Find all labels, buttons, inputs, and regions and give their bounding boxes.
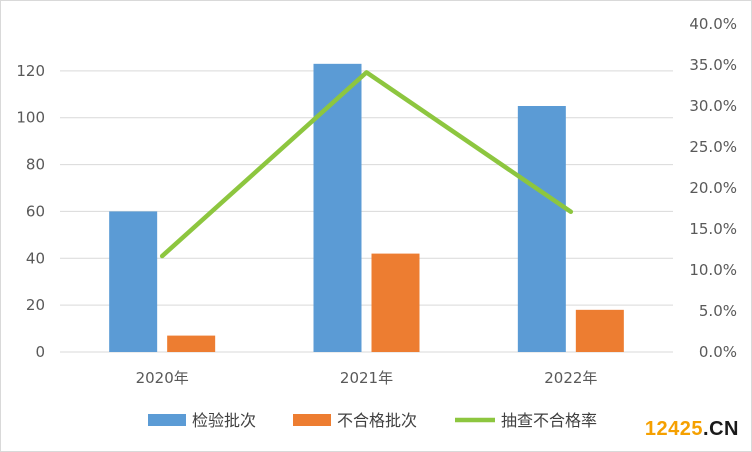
y-right-tick-label: 20.0% <box>689 179 737 197</box>
x-tick-label: 2021年 <box>340 369 393 387</box>
x-tick-label: 2022年 <box>544 369 597 387</box>
y-right-tick-label: 35.0% <box>689 56 737 74</box>
bar-inspected <box>109 211 158 352</box>
y-right-tick-label: 5.0% <box>699 302 737 320</box>
y-right-tick-label: 15.0% <box>689 220 737 238</box>
legend-swatch <box>293 414 331 426</box>
legend-label: 检验批次 <box>192 411 256 430</box>
y-right-tick-label: 10.0% <box>689 261 737 279</box>
x-tick-label: 2020年 <box>136 369 189 387</box>
bar-inspected <box>313 63 362 352</box>
legend-label: 不合格批次 <box>337 411 417 430</box>
legend-label: 抽查不合格率 <box>501 411 597 430</box>
bar-failed <box>167 335 216 352</box>
y-right-tick-label: 40.0% <box>689 15 737 33</box>
y-left-tick-label: 60 <box>26 202 45 220</box>
legend-swatch <box>148 414 186 426</box>
y-left-tick-label: 120 <box>16 62 45 80</box>
site-watermark: 12425.CN <box>645 419 739 439</box>
bar-failed <box>575 309 624 352</box>
y-right-tick-label: 30.0% <box>689 97 737 115</box>
line-failure-rate <box>159 70 574 259</box>
y-right-tick-label: 25.0% <box>689 138 737 156</box>
y-left-tick-label: 0 <box>35 343 45 361</box>
y-left-tick-label: 80 <box>26 156 45 174</box>
watermark-number: 12425 <box>644 418 704 440</box>
y-left-tick-label: 100 <box>16 109 45 127</box>
watermark-domain: .CN <box>703 418 739 440</box>
y-left-tick-label: 20 <box>26 296 45 314</box>
bar-failed <box>371 253 420 352</box>
bar-inspected <box>517 106 566 352</box>
y-left-tick-label: 40 <box>26 249 45 267</box>
y-right-tick-label: 0.0% <box>699 343 737 361</box>
